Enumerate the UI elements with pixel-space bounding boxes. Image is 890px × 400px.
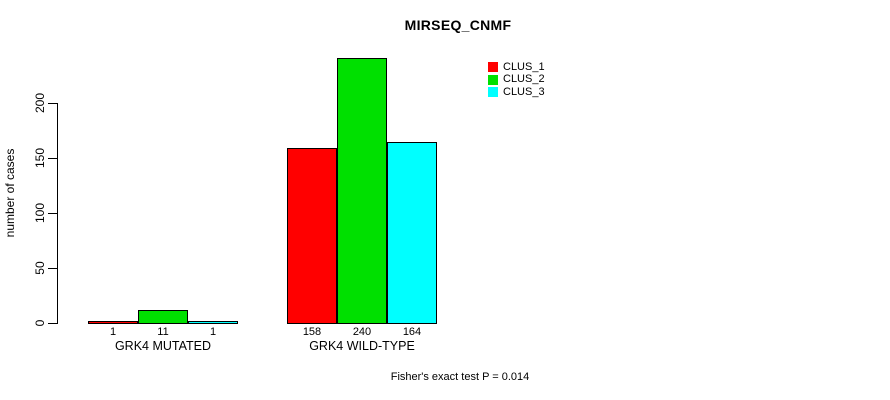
x-category-label: GRK4 WILD-TYPE <box>309 339 415 353</box>
legend-swatch-icon <box>488 62 498 73</box>
fisher-test-annotation: Fisher's exact test P = 0.014 <box>390 371 530 383</box>
bar-value-label: 164 <box>402 326 422 338</box>
y-axis-tick <box>48 157 57 159</box>
bar-grk4-mutated-clus-3 <box>188 320 238 324</box>
bar-value-label: 158 <box>302 326 322 338</box>
x-category-label: GRK4 MUTATED <box>114 339 212 353</box>
legend-label: CLUS_3 <box>503 85 545 98</box>
bar-grk4-wild-type-clus-2 <box>337 58 387 324</box>
bar-value-label: 1 <box>109 326 117 338</box>
y-axis-tick <box>48 267 57 269</box>
y-tick-label: 200 <box>33 92 47 114</box>
legend-item: CLUS_2 <box>488 74 545 87</box>
y-axis-tick <box>48 102 57 104</box>
legend-label: CLUS_1 <box>503 60 545 73</box>
bar-grk4-wild-type-clus-3 <box>387 141 437 324</box>
y-tick-label: 50 <box>33 261 47 275</box>
y-tick-label: 100 <box>33 202 47 224</box>
bar-value-label: 240 <box>352 326 372 338</box>
bar-grk4-mutated-clus-2 <box>138 309 188 324</box>
y-tick-label: 0 <box>33 319 47 327</box>
legend-item: CLUS_3 <box>488 86 545 99</box>
legend-item: CLUS_1 <box>488 61 545 74</box>
y-axis-tick <box>48 322 57 324</box>
chart-title: MIRSEQ_CNMF <box>404 17 512 33</box>
bar-value-label: 11 <box>157 326 169 338</box>
bar-grk4-mutated-clus-1 <box>88 320 138 324</box>
legend-label: CLUS_2 <box>503 73 545 86</box>
y-axis-line <box>57 103 58 324</box>
y-tick-label: 150 <box>33 147 47 169</box>
y-axis-tick <box>48 212 57 214</box>
legend-swatch-icon <box>488 74 498 85</box>
legend-swatch-icon <box>488 87 498 98</box>
bar-grk4-wild-type-clus-1 <box>287 148 337 324</box>
bar-value-label: 1 <box>209 326 217 338</box>
legend: CLUS_1 CLUS_2 CLUS_3 <box>488 61 545 99</box>
